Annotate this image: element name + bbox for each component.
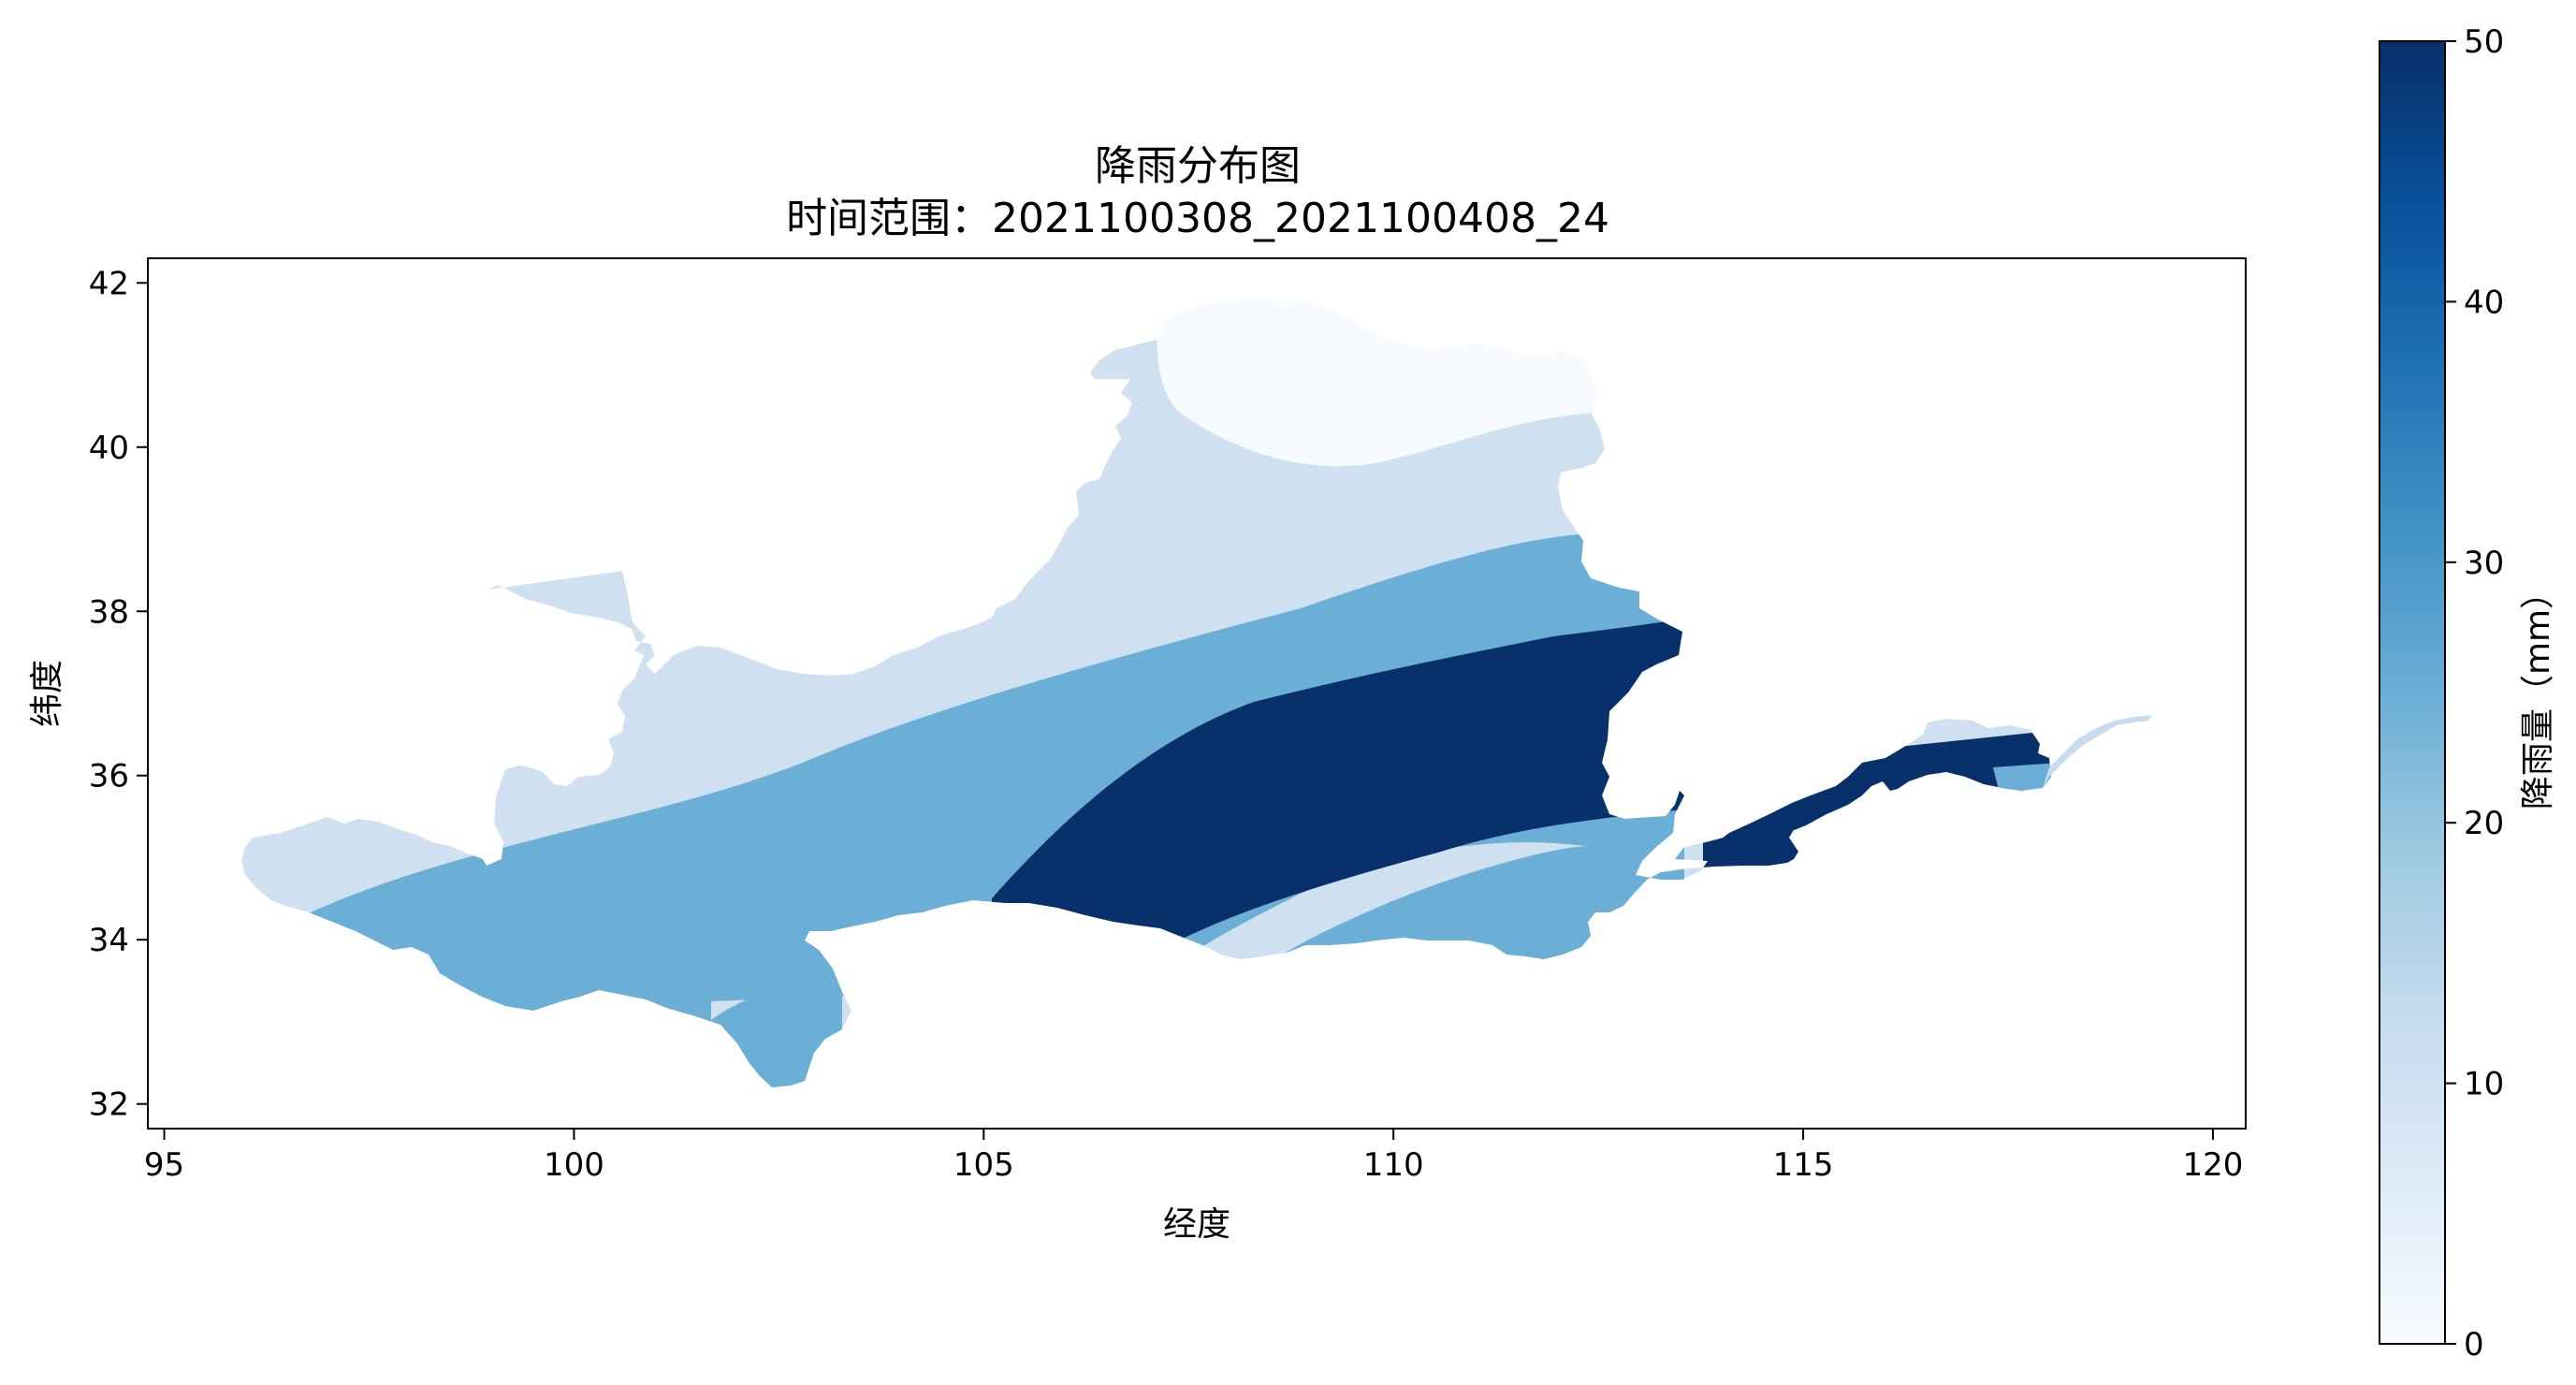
colorbar-tick-label: 0	[2464, 1326, 2484, 1363]
x-tick-label: 115	[1773, 1146, 1834, 1184]
river-mouth	[2043, 715, 2152, 788]
map-title: 降雨分布图	[1095, 142, 1301, 190]
y-axis-ticks: 32 34 36 38 40 42	[89, 265, 148, 1124]
colorbar-tick-label: 30	[2464, 545, 2504, 582]
colorbar	[2379, 40, 2446, 1345]
colorbar-ticks: 0 10 20 30 40 50	[2445, 23, 2504, 1363]
map-subtitle: 时间范围：2021100308_2021100408_24	[786, 195, 1609, 242]
x-tick-label: 100	[544, 1146, 604, 1184]
y-tick-label: 40	[89, 430, 129, 467]
x-axis-ticks: 95 100 105 110 115 120	[144, 1129, 2244, 1184]
y-tick-label: 34	[89, 922, 129, 959]
y-axis-label: 纬度	[28, 660, 66, 727]
colorbar-tick-label: 50	[2464, 23, 2504, 61]
x-tick-label: 105	[953, 1146, 1014, 1184]
x-tick-label: 120	[2183, 1146, 2244, 1184]
colorbar-tick-label: 10	[2464, 1066, 2504, 1103]
x-tick-label: 95	[144, 1146, 184, 1184]
map-axes-frame	[147, 257, 2247, 1130]
colorbar-tick-label: 40	[2464, 284, 2504, 321]
rain-band-50-plus-middle	[992, 618, 1684, 940]
x-tick-label: 110	[1363, 1146, 1424, 1184]
colorbar-label: 降雨量（mm）	[2519, 576, 2557, 809]
y-tick-label: 38	[89, 593, 129, 631]
x-axis-label: 经度	[1163, 1205, 1230, 1244]
y-tick-label: 36	[89, 758, 129, 795]
colorbar-tick-label: 20	[2464, 805, 2504, 842]
y-tick-label: 42	[89, 265, 129, 302]
y-tick-label: 32	[89, 1086, 129, 1124]
